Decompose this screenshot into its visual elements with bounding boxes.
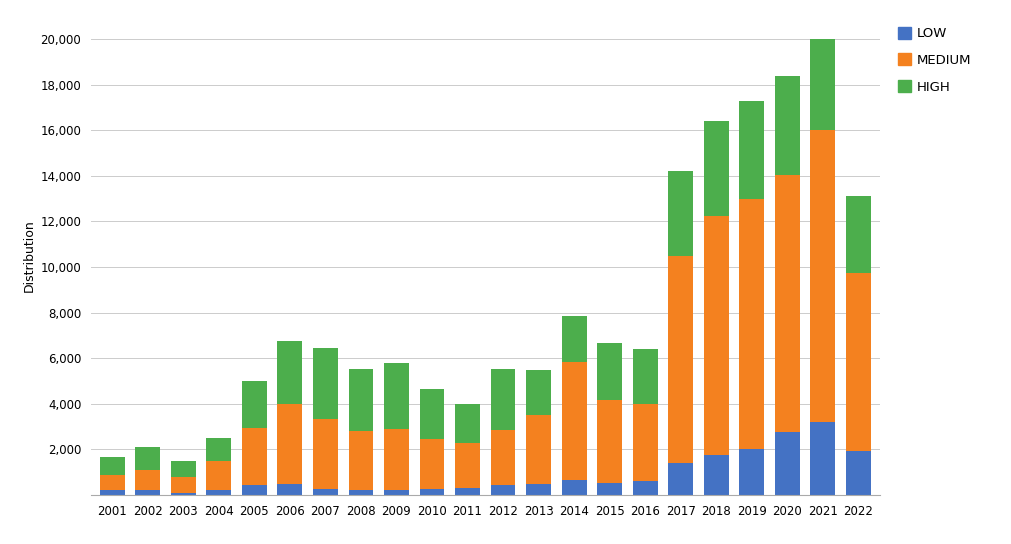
Bar [242, 381, 267, 428]
Bar [420, 439, 445, 490]
Bar [490, 368, 516, 430]
Bar [704, 216, 729, 455]
Bar [277, 341, 302, 404]
Bar [455, 404, 480, 443]
Bar [810, 422, 835, 495]
Bar [242, 485, 267, 495]
Bar [562, 316, 586, 362]
Bar [135, 447, 161, 470]
Bar [739, 199, 764, 449]
Bar [455, 443, 480, 488]
Bar [633, 349, 657, 404]
Bar [171, 461, 196, 477]
Bar [774, 432, 800, 495]
Bar [455, 488, 480, 495]
Bar [100, 474, 124, 491]
Bar [562, 362, 586, 480]
Bar [739, 449, 764, 495]
Bar [490, 430, 516, 485]
Bar [633, 404, 657, 481]
Bar [135, 470, 161, 491]
Bar [846, 196, 870, 273]
Bar [349, 368, 373, 431]
Bar [100, 491, 124, 495]
Bar [598, 483, 622, 495]
Bar [135, 491, 161, 495]
Bar [420, 490, 445, 495]
Bar [598, 400, 622, 483]
Bar [562, 480, 586, 495]
Bar [206, 491, 232, 495]
Bar [774, 175, 800, 432]
Bar [349, 431, 373, 491]
Bar [384, 363, 408, 429]
Bar [384, 429, 408, 491]
Y-axis label: Distribution: Distribution [23, 219, 36, 292]
Bar [384, 491, 408, 495]
Bar [598, 343, 622, 400]
Bar [313, 419, 338, 490]
Bar [420, 389, 445, 439]
Bar [739, 101, 764, 199]
Bar [242, 428, 267, 485]
Bar [171, 477, 196, 493]
Bar [277, 404, 302, 484]
Bar [206, 438, 232, 461]
Bar [810, 131, 835, 422]
Bar [668, 256, 694, 463]
Legend: LOW, MEDIUM, HIGH: LOW, MEDIUM, HIGH [894, 23, 975, 97]
Bar [526, 484, 551, 495]
Bar [349, 491, 373, 495]
Bar [206, 461, 232, 491]
Bar [846, 273, 870, 450]
Bar [277, 484, 302, 495]
Bar [171, 493, 196, 495]
Bar [490, 485, 516, 495]
Bar [313, 348, 338, 419]
Bar [313, 490, 338, 495]
Bar [668, 463, 694, 495]
Bar [526, 370, 551, 415]
Bar [774, 76, 800, 175]
Bar [633, 481, 657, 495]
Bar [100, 458, 124, 474]
Bar [668, 171, 694, 256]
Bar [704, 121, 729, 216]
Bar [526, 415, 551, 484]
Bar [810, 39, 835, 131]
Bar [846, 450, 870, 495]
Bar [704, 455, 729, 495]
